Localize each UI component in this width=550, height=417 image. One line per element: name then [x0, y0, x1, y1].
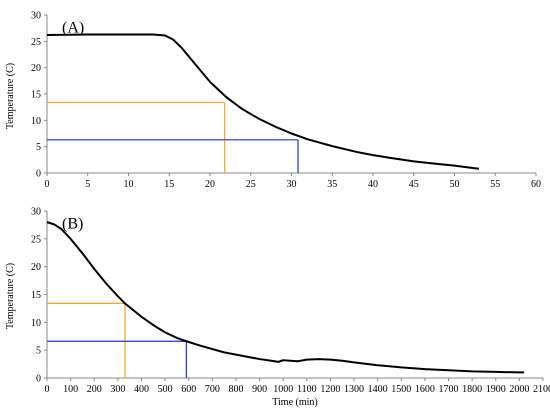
x-tick-label: 1200 [320, 384, 340, 395]
x-tick-label: 1800 [462, 384, 482, 395]
x-tick-label: 5 [85, 179, 90, 190]
x-tick-label: 1500 [391, 384, 411, 395]
x-tick-label: 15 [164, 179, 174, 190]
x-tick-label: 200 [87, 384, 102, 395]
y-tick-label: 30 [31, 11, 41, 22]
x-axis-label: Time (min) [272, 397, 317, 408]
x-tick-label: 55 [490, 179, 500, 190]
y-tick-label: 25 [31, 234, 41, 245]
x-tick-label: 1300 [344, 384, 364, 395]
panel-label: (B) [62, 215, 83, 232]
x-tick-label: 800 [228, 384, 243, 395]
x-tick-label: 0 [45, 179, 50, 190]
x-tick-label: 45 [409, 179, 419, 190]
x-tick-label: 1600 [415, 384, 435, 395]
x-tick-label: 1000 [273, 384, 293, 395]
x-tick-label: 600 [181, 384, 196, 395]
x-tick-label: 30 [287, 179, 297, 190]
x-tick-label: 10 [124, 179, 134, 190]
y-tick-label: 5 [36, 346, 41, 357]
x-tick-label: 50 [450, 179, 460, 190]
x-tick-label: 900 [252, 384, 267, 395]
y-tick-label: 5 [36, 142, 41, 153]
y-tick-label: 25 [31, 37, 41, 48]
x-tick-label: 500 [158, 384, 173, 395]
x-tick-label: 25 [246, 179, 256, 190]
x-tick-label: 700 [205, 384, 220, 395]
panel-label: (A) [62, 19, 84, 36]
y-tick-label: 15 [31, 90, 41, 101]
x-tick-label: 300 [110, 384, 125, 395]
y-tick-label: 15 [31, 290, 41, 301]
y-tick-label: 20 [31, 262, 41, 273]
y-tick-label: 0 [36, 169, 41, 180]
x-tick-label: 2000 [509, 384, 529, 395]
x-tick-label: 400 [134, 384, 149, 395]
x-tick-label: 40 [368, 179, 378, 190]
y-tick-label: 20 [31, 63, 41, 74]
temperature-curve [46, 221, 525, 374]
x-tick-label: 60 [531, 179, 541, 190]
y-tick-label: 10 [31, 318, 41, 329]
x-tick-label: 2100 [533, 384, 550, 395]
x-tick-label: 100 [63, 384, 78, 395]
x-tick-label: 0 [45, 384, 50, 395]
chart-panel-1: 0 5 10 15 20 25 30 0 5 10 15 20 25 30 35 40 45 50 55 60 (A) T… [5, 11, 541, 191]
y-axis-label: Temperature (C) [5, 263, 16, 329]
x-tick-label: 20 [205, 179, 215, 190]
x-tick-label: 35 [327, 179, 337, 190]
y-tick-label: 10 [31, 116, 41, 127]
y-axis-label: Temperature (C) [5, 63, 16, 129]
x-tick-label: 1700 [439, 384, 459, 395]
y-tick-label: 30 [31, 207, 41, 218]
x-tick-label: 1100 [297, 384, 317, 395]
temperature-curve [46, 33, 480, 170]
x-tick-label: 1900 [486, 384, 506, 395]
x-tick-label: 1400 [368, 384, 388, 395]
y-tick-label: 0 [36, 374, 41, 385]
